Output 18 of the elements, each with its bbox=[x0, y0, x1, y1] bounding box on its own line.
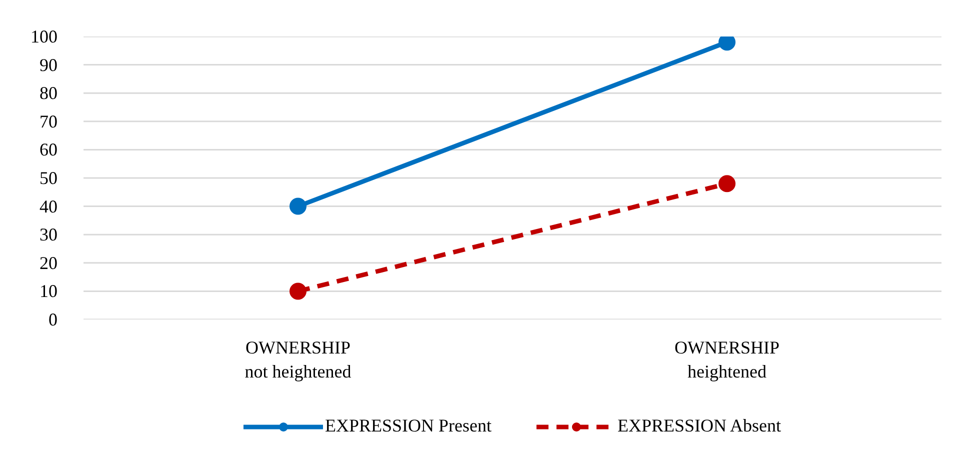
point bbox=[718, 175, 736, 192]
y-tick-label: 60 bbox=[40, 140, 58, 160]
y-tick-label: 50 bbox=[40, 168, 58, 188]
y-tick-label: 80 bbox=[40, 83, 58, 104]
y-tick-label: 90 bbox=[40, 54, 58, 75]
y-tick-label: 40 bbox=[40, 196, 58, 216]
legend-label: EXPRESSION Absent bbox=[617, 416, 782, 436]
y-tick-label: 30 bbox=[40, 224, 58, 245]
legend-label: EXPRESSION Present bbox=[324, 416, 492, 436]
point bbox=[290, 198, 306, 215]
x-tick-label: OWNERSHIP heightened bbox=[674, 338, 780, 382]
y-tick-label: 70 bbox=[40, 111, 58, 132]
y-tick-label: 100 bbox=[30, 26, 58, 46]
point bbox=[290, 282, 306, 300]
y-tick-label: 0 bbox=[48, 310, 58, 330]
x-tick-label: OWNERSHIP not heightened bbox=[244, 338, 352, 382]
y-tick-label: 20 bbox=[40, 252, 58, 273]
y-tick-label: 10 bbox=[40, 281, 58, 302]
